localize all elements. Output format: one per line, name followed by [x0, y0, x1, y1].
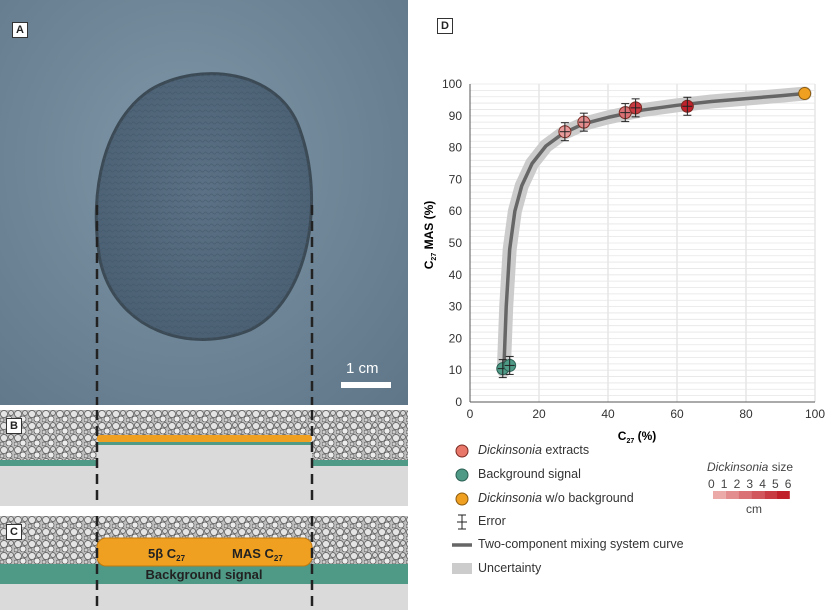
chart-grid	[469, 83, 816, 403]
x-tick-label: 100	[805, 407, 825, 421]
size-scale-unit: cm	[746, 502, 762, 516]
y-tick-label: 80	[449, 141, 463, 155]
mixing-curve-path	[502, 91, 805, 371]
size-scale-tick: 1	[720, 477, 728, 491]
error-bar	[620, 103, 631, 123]
layer-mas-c27-label: MAS C27	[232, 546, 283, 563]
x-tick-label: 80	[739, 407, 753, 421]
scale-bar-label: 1 cm	[346, 360, 379, 377]
error-bar	[504, 355, 515, 375]
legend-item-curve: Two-component mixing system curve	[478, 537, 684, 551]
legend-item-extracts: Dickinsonia extracts	[478, 443, 590, 457]
size-scale-tick: 0	[708, 477, 715, 491]
y-tick-label: 20	[449, 331, 463, 345]
size-scale-tick: 6	[784, 477, 792, 491]
error-bar	[630, 98, 641, 118]
background-signal-label: Background signal	[145, 567, 262, 582]
fossil-photo-panel: A 1 cm	[0, 0, 408, 405]
y-tick-label: 30	[449, 300, 463, 314]
error-bar	[578, 112, 589, 132]
mixing-curve	[502, 91, 805, 371]
x-tick-label: 20	[532, 407, 546, 421]
panel-label-d: D	[437, 18, 453, 34]
panel-label-c: C	[6, 524, 22, 540]
y-tick-label: 90	[449, 109, 463, 123]
schematic-b-drawing	[0, 410, 408, 506]
y-tick-label: 60	[449, 204, 463, 218]
schematic-panel-c: 5β C27 MAS C27 Background signal C	[0, 516, 408, 610]
y-tick-label: 10	[449, 363, 463, 377]
y-tick-label: 50	[449, 236, 463, 250]
x-tick-label: 60	[670, 407, 684, 421]
error-bar	[559, 122, 570, 142]
schematic-panel-b: B	[0, 410, 408, 506]
x-tick-label: 40	[601, 407, 615, 421]
size-scale-tick: 4	[759, 477, 766, 491]
y-tick-label: 0	[455, 395, 462, 409]
legend-item-wo-background: Dickinsonia w/o background	[478, 491, 634, 505]
size-scale-tick: 3	[746, 477, 754, 491]
y-tick-label: 70	[449, 172, 463, 186]
y-axis-label: C27 MAS (%)	[422, 201, 438, 269]
layer-5b-c27-label: 5β C27	[148, 546, 186, 563]
schematic-c-drawing: 5β C27 MAS C27 Background signal	[0, 516, 408, 610]
size-scale-tick: 2	[733, 477, 741, 491]
chart-axes: 0 20 40 60 80 100 0 10 20 30 40 50 60 70 80 90 100	[442, 77, 825, 421]
size-scale-tick: 5	[772, 477, 779, 491]
dickinsonia-fossil-image	[94, 72, 314, 405]
legend-item-error: Error	[478, 514, 506, 528]
legend-item-background: Background signal	[478, 467, 581, 481]
error-bar	[682, 96, 693, 116]
panel-label-b: B	[6, 418, 22, 434]
wo-background-point	[798, 87, 812, 101]
scale-bar	[341, 382, 391, 388]
y-tick-label: 100	[442, 77, 462, 91]
data-points	[496, 87, 812, 379]
x-tick-label: 0	[467, 407, 474, 421]
legend-item-uncertainty: Uncertainty	[478, 561, 542, 575]
y-tick-label: 40	[449, 268, 463, 282]
panel-label-a: A	[12, 22, 28, 38]
size-scale-title: Dickinsonia size	[707, 460, 794, 474]
x-axis-label: C27 (%)	[618, 429, 656, 445]
